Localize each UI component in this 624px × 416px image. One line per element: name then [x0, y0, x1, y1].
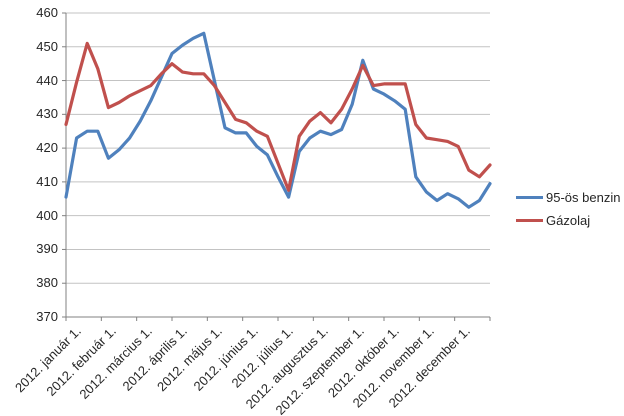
y-axis-label: 380	[36, 275, 58, 291]
legend-item-benzin[interactable]: 95-ös benzin	[516, 189, 621, 205]
y-axis-label: 430	[36, 106, 58, 122]
y-axis-label: 390	[36, 241, 58, 257]
y-axis-label: 400	[36, 207, 58, 223]
legend-label-gazolaj: Gázolaj	[546, 212, 591, 228]
y-axis-label: 460	[36, 5, 58, 20]
series-line-benzin[interactable]	[64, 31, 492, 209]
y-axis-label: 420	[36, 140, 58, 156]
legend-label-benzin: 95-ös benzin	[546, 189, 621, 205]
y-axis-label: 370	[36, 309, 58, 324]
benzin-line-swatch	[516, 195, 543, 199]
legend-item-gazolaj[interactable]: Gázolaj	[516, 212, 591, 228]
y-axis-label: 440	[36, 72, 58, 88]
series-line-gazolaj[interactable]	[64, 41, 492, 192]
y-axis-label: 450	[36, 38, 58, 54]
y-axis-label: 410	[36, 173, 58, 189]
gazolaj-line-swatch	[516, 218, 543, 222]
